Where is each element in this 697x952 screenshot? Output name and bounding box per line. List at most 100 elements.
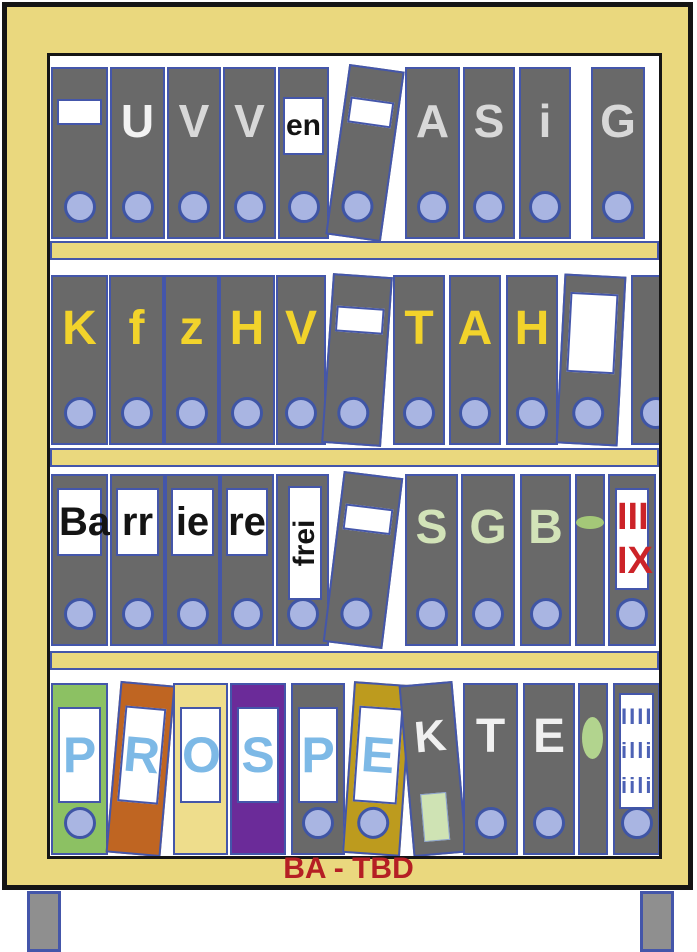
text-label: Ba (57, 488, 110, 556)
lines-label: III IX (615, 488, 653, 590)
binder-re: re (220, 474, 274, 646)
shelf-footer-text: BA - TBD (283, 852, 414, 885)
binder-spine-letter: z (179, 302, 204, 355)
binder-spine-letter: T (404, 302, 434, 355)
binder-tally: IIII illi iili (613, 683, 659, 855)
label-line: III (617, 496, 649, 538)
binder-h-yellow: H (219, 275, 275, 445)
binder-k-yellow: K (51, 275, 108, 445)
vertical-label-text: frei (288, 519, 321, 567)
binder-ring-hole (459, 397, 491, 429)
binder-p-green: P (51, 683, 108, 855)
text-label: re (226, 488, 268, 556)
binder-ring-hole (620, 807, 653, 839)
binder-ring-hole (415, 598, 448, 630)
green-ellipse (576, 516, 604, 529)
binder-ring-hole (640, 397, 659, 429)
text-label: rr (116, 488, 159, 556)
binder-ring-hole (473, 191, 505, 223)
binder-spine-letter: T (475, 710, 506, 763)
binder-a-yellow: A (449, 275, 501, 445)
binder-partial-right (631, 275, 659, 445)
binder-ring-hole (63, 397, 96, 429)
binder-tilted-blank-1 (325, 63, 405, 243)
binder-ring-hole (286, 598, 319, 630)
binder-ring-hole (336, 395, 371, 430)
shelf-board-3 (50, 651, 659, 670)
binder-spine-letter: A (415, 95, 450, 147)
shelf-board-1 (50, 241, 659, 260)
binder-s-purple: S (230, 683, 286, 855)
binder-spine-letter: f (128, 302, 145, 355)
binder-ring-hole (121, 598, 154, 630)
binder-blank-strip-1 (51, 67, 108, 239)
binder-ring-hole (356, 805, 391, 840)
binder-spine-letter: V (234, 95, 265, 147)
binder-spine-letter: E (532, 710, 565, 763)
binder-ring-hole (287, 191, 320, 223)
binder-ring-hole (302, 807, 334, 839)
binder-tilted-blank-3 (322, 470, 404, 650)
small-green-label (420, 791, 451, 843)
binder-thin-ellipse-2 (578, 683, 608, 855)
binder-s-1: S (463, 67, 515, 239)
blank-label (342, 503, 394, 536)
binder-f-yellow: f (109, 275, 164, 445)
binder-s-green: S (405, 474, 458, 646)
text-label: en (283, 97, 324, 155)
green-ellipse (582, 717, 603, 759)
binder-ring-hole (339, 188, 376, 225)
binder-g-green: G (461, 474, 515, 646)
binder-ring-hole (529, 598, 562, 630)
binder-rr: rr (110, 474, 165, 646)
binder-ring-hole (175, 397, 208, 429)
binder-en: en (278, 67, 329, 239)
binder-ring-hole (416, 191, 449, 223)
left-leg (27, 891, 61, 952)
binder-spine-letter: U (120, 95, 155, 147)
shelf-row-prospekte: P R O S P E K T E IIII illi iili (50, 680, 659, 856)
text-label: R (117, 705, 167, 805)
vertical-label: frei (288, 486, 322, 600)
lines-label: IIII illi iili (619, 693, 654, 809)
binder-spine-letter: G (469, 501, 507, 554)
binder-z-yellow: z (164, 275, 219, 445)
binder-v-1: V (167, 67, 221, 239)
blank-label (334, 305, 385, 335)
label-line: illi (621, 738, 654, 763)
binder-t-gray: T (463, 683, 518, 855)
binder-ie: ie (165, 474, 220, 646)
binder-k-gray: K (398, 680, 468, 856)
label-line: IX (617, 540, 653, 582)
binder-ring-hole (63, 598, 96, 630)
binder-ring-hole (178, 191, 210, 223)
binder-v-2: V (223, 67, 276, 239)
binder-tilted-biglabel (555, 273, 627, 447)
binder-ring-hole (121, 191, 154, 223)
binder-ring-hole (602, 191, 634, 223)
binder-tilted-blank-2 (321, 273, 393, 447)
right-leg (640, 891, 674, 952)
binder-ring-hole (176, 598, 209, 630)
binder-spine-letter: K (62, 302, 97, 355)
shelf-row-barrierefrei-sgb: Ba rr ie re frei S G B III IX (50, 470, 659, 650)
binder-e-gray: E (523, 683, 575, 855)
binder-spine-letter: A (457, 302, 493, 355)
binder-ring-hole (63, 191, 96, 223)
binder-r-orange: R (105, 680, 176, 856)
blank-label (57, 99, 102, 125)
binder-v-yellow: V (276, 275, 326, 445)
binder-spine-letter: i (538, 95, 552, 147)
binder-spine-letter: V (178, 95, 210, 147)
shelf-board-2 (50, 448, 659, 467)
binder-sgb-numbers: III IX (608, 474, 656, 646)
text-label: P (298, 707, 338, 803)
binder-ring-hole (474, 807, 507, 839)
binder-ring-hole (516, 397, 548, 429)
binder-u: U (110, 67, 165, 239)
binder-ring-hole (63, 807, 96, 839)
binder-ring-hole (285, 397, 317, 429)
